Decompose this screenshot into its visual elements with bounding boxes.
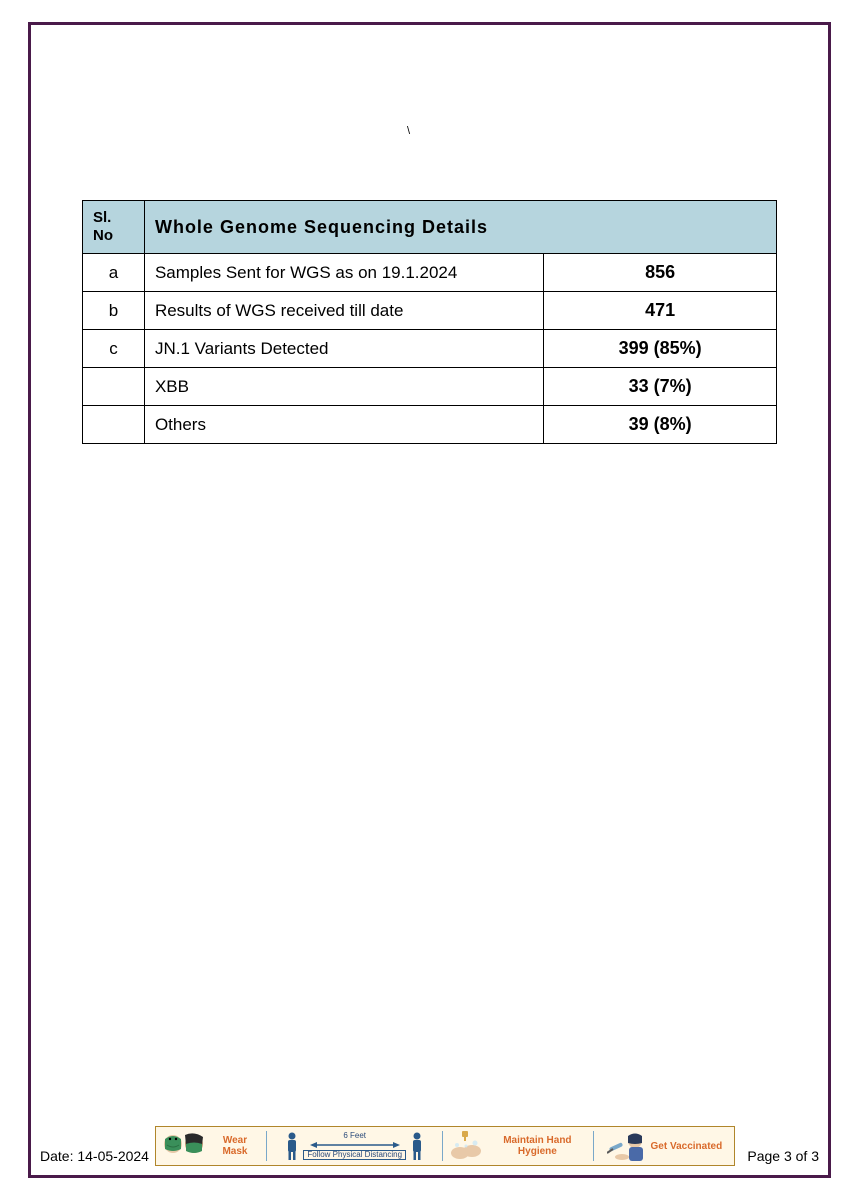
cell-slno: c <box>83 330 145 368</box>
table-row: Others 39 (8%) <box>83 406 777 444</box>
cell-slno <box>83 406 145 444</box>
banner-seg-distancing: 6 Feet Follow Physical Distancing <box>267 1127 442 1165</box>
banner-seg-mask: Wear Mask <box>156 1127 266 1165</box>
cell-value: 471 <box>544 292 777 330</box>
cell-value: 39 (8%) <box>544 406 777 444</box>
banner-label: Wear Mask <box>210 1135 260 1157</box>
mask-icon <box>162 1131 206 1161</box>
distance-top: 6 Feet <box>343 1132 366 1140</box>
cell-desc: Results of WGS received till date <box>144 292 543 330</box>
arrow-icon <box>310 1141 400 1149</box>
advisory-banner: Wear Mask 6 Feet Follow Physical Distanc… <box>155 1126 735 1166</box>
cell-desc: JN.1 Variants Detected <box>144 330 543 368</box>
cell-value: 856 <box>544 254 777 292</box>
cell-desc: Others <box>144 406 543 444</box>
person-icon <box>285 1131 299 1161</box>
vaccine-icon <box>607 1131 647 1161</box>
page-border <box>28 22 831 1178</box>
banner-seg-vaccinated: Get Vaccinated <box>594 1127 734 1165</box>
cell-slno <box>83 368 145 406</box>
stray-backslash: \ <box>407 125 410 137</box>
wgs-table: Sl. No Whole Genome Sequencing Details a… <box>82 200 777 444</box>
banner-seg-hygiene: Maintain Hand Hygiene <box>443 1127 593 1165</box>
table-row: b Results of WGS received till date 471 <box>83 292 777 330</box>
header-title: Whole Genome Sequencing Details <box>144 201 776 254</box>
banner-label: Maintain Hand Hygiene <box>487 1135 587 1157</box>
footer-date: Date: 14-05-2024 <box>40 1148 149 1166</box>
cell-value: 399 (85%) <box>544 330 777 368</box>
person-icon <box>410 1131 424 1161</box>
table-row: XBB 33 (7%) <box>83 368 777 406</box>
cell-desc: Samples Sent for WGS as on 19.1.2024 <box>144 254 543 292</box>
cell-slno: b <box>83 292 145 330</box>
banner-label: Get Vaccinated <box>651 1141 723 1152</box>
footer-page-number: Page 3 of 3 <box>747 1148 819 1166</box>
page-footer: Date: 14-05-2024 Wear Mask <box>40 1124 819 1166</box>
table-header-row: Sl. No Whole Genome Sequencing Details <box>83 201 777 254</box>
table-row: a Samples Sent for WGS as on 19.1.2024 8… <box>83 254 777 292</box>
cell-desc: XBB <box>144 368 543 406</box>
cell-value: 33 (7%) <box>544 368 777 406</box>
distance-bottom: Follow Physical Distancing <box>303 1150 406 1160</box>
cell-slno: a <box>83 254 145 292</box>
handwash-icon <box>449 1131 483 1161</box>
header-slno: Sl. No <box>83 201 145 254</box>
table-row: c JN.1 Variants Detected 399 (85%) <box>83 330 777 368</box>
